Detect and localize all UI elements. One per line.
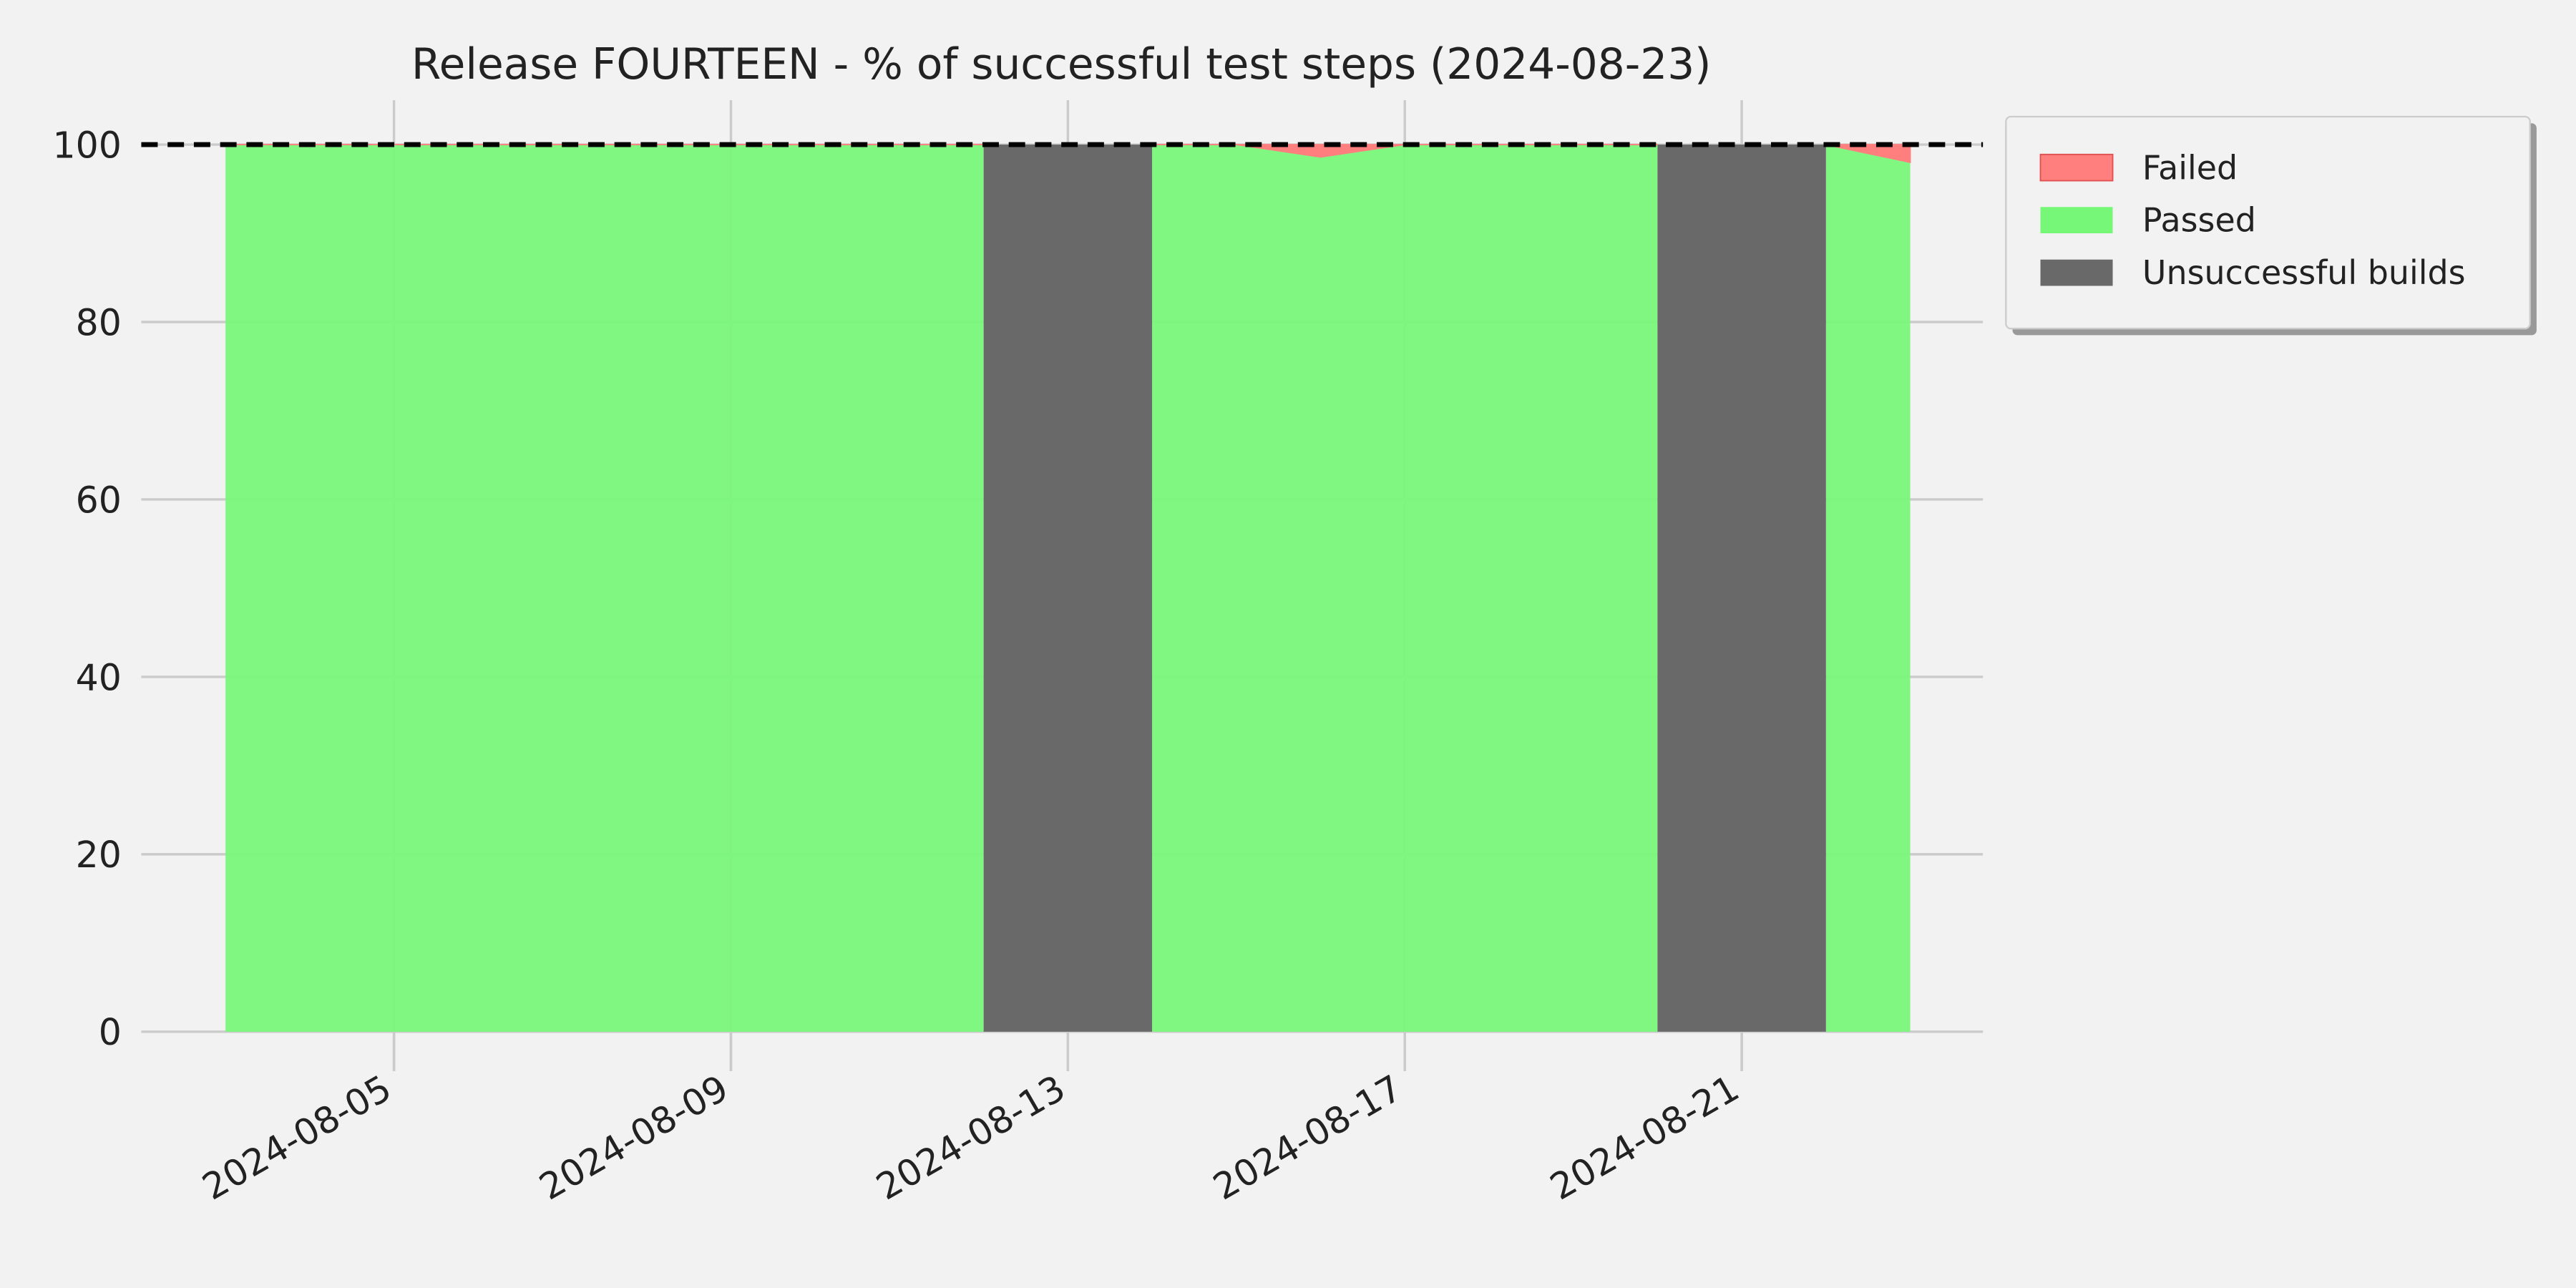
legend-swatch <box>2040 207 2113 234</box>
unsuccessful-bar <box>1657 145 1826 1032</box>
legend-label: Unsuccessful builds <box>2142 253 2466 292</box>
y-tick-label: 40 <box>76 656 122 698</box>
legend-swatch <box>2040 259 2113 286</box>
y-tick-label: 60 <box>76 479 122 521</box>
legend-box <box>2005 115 2531 330</box>
legend-swatch <box>2039 153 2114 182</box>
unsuccessful-bar <box>983 145 1153 1032</box>
legend-label: Passed <box>2142 201 2256 240</box>
legend: Failed Passed Unsuccessful builds <box>2005 115 2537 336</box>
chart-title: Release FOURTEEN - % of successful test … <box>411 40 1712 89</box>
y-tick-label: 0 <box>99 1011 122 1053</box>
area-passed <box>225 145 1911 1032</box>
y-tick-label: 80 <box>76 301 122 343</box>
y-tick-label: 20 <box>76 834 122 876</box>
legend-label: Failed <box>2142 148 2238 187</box>
y-tick-label: 100 <box>53 124 122 166</box>
